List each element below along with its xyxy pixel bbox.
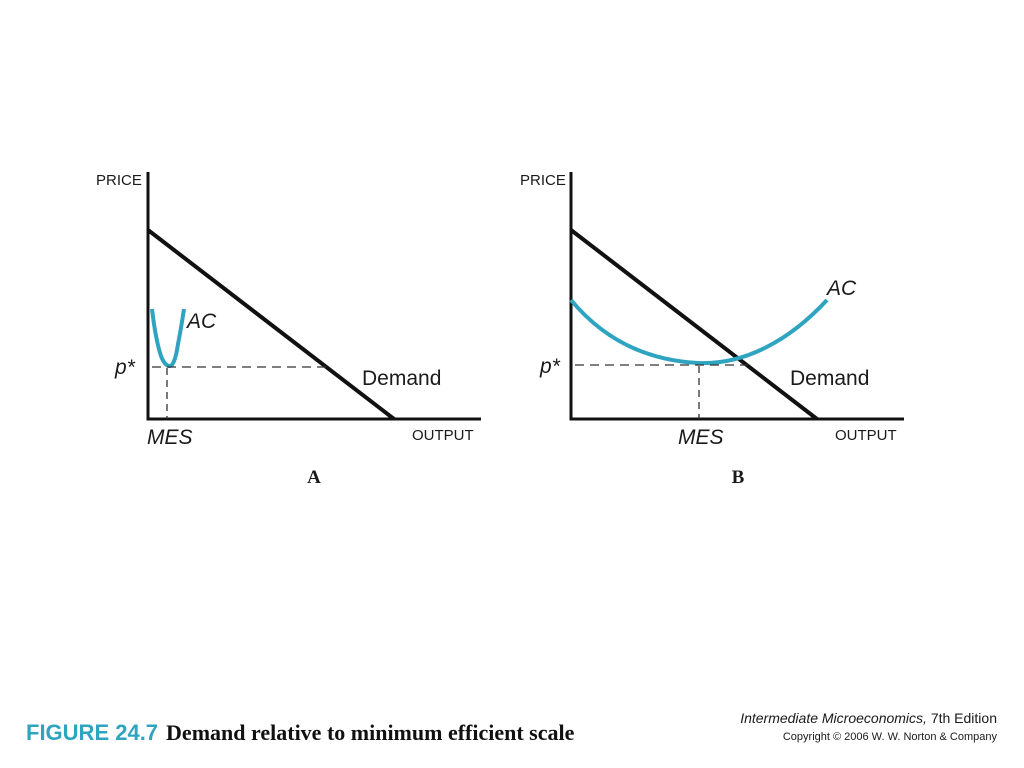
panel-b-x-axis-label: OUTPUT bbox=[835, 427, 897, 444]
figure-number: FIGURE 24.7 bbox=[26, 720, 158, 745]
panel-b-y-axis-label: PRICE bbox=[520, 172, 566, 189]
source-credit: Intermediate Microeconomics, 7th Edition… bbox=[740, 710, 997, 743]
panel-b: PRICE AC p* Demand MES OUTPUT B bbox=[520, 172, 904, 488]
panel-b-price-label: p* bbox=[539, 355, 561, 378]
figure-title: Demand relative to minimum efficient sca… bbox=[166, 720, 575, 745]
panel-a-demand-line bbox=[146, 228, 396, 421]
book-title: Intermediate Microeconomics, bbox=[740, 710, 927, 726]
copyright-notice: Copyright © 2006 W. W. Norton & Company bbox=[783, 731, 998, 743]
panel-b-axes bbox=[569, 172, 904, 421]
panel-a-price-label: p* bbox=[114, 356, 136, 379]
figure-caption: FIGURE 24.7 Demand relative to minimum ef… bbox=[26, 720, 575, 745]
panel-a-demand-label: Demand bbox=[362, 367, 441, 390]
panel-a: PRICE AC p* Demand MES OUTPUT A bbox=[96, 172, 481, 488]
panel-a-x-axis-label: OUTPUT bbox=[412, 427, 474, 444]
panel-a-letter: A bbox=[307, 467, 321, 488]
panel-b-demand-line bbox=[569, 228, 819, 421]
panel-a-ac-label: AC bbox=[185, 310, 217, 333]
caption-line: FIGURE 24.7 Demand relative to minimum ef… bbox=[26, 720, 575, 745]
panel-b-ac-label: AC bbox=[825, 277, 857, 300]
panel-a-y-axis-label: PRICE bbox=[96, 172, 142, 189]
panel-a-mes-label: MES bbox=[147, 426, 193, 449]
panel-a-ac-curve bbox=[150, 308, 186, 369]
panel-b-ac-curve bbox=[569, 298, 829, 366]
panel-b-mes-label: MES bbox=[678, 426, 724, 449]
panel-a-axes bbox=[146, 172, 481, 421]
book-edition: 7th Edition bbox=[927, 710, 997, 726]
panel-b-letter: B bbox=[732, 467, 745, 488]
panel-b-demand-label: Demand bbox=[790, 367, 869, 390]
book-credit: Intermediate Microeconomics, 7th Edition bbox=[740, 710, 997, 726]
